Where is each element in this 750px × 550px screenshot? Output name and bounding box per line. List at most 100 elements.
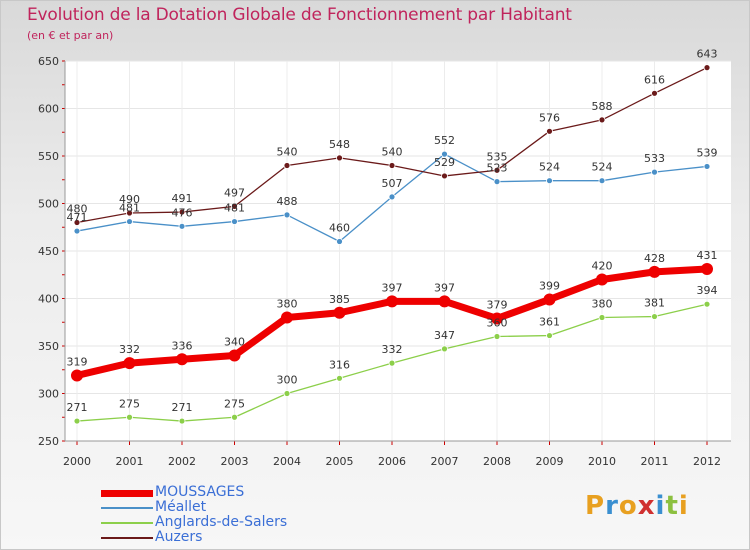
legend-swatch (101, 507, 153, 509)
data-label: 431 (697, 249, 718, 262)
y-tick-label: 650 (38, 55, 59, 68)
data-label: 394 (697, 284, 718, 297)
data-label: 490 (119, 193, 140, 206)
data-label: 540 (382, 146, 403, 159)
x-tick-label: 2009 (536, 455, 564, 468)
data-label: 616 (644, 73, 665, 86)
legend-label: MOUSSAGES (155, 484, 245, 500)
y-tick-label: 250 (38, 435, 59, 448)
y-tick-label: 300 (38, 388, 59, 401)
data-label: 340 (224, 336, 245, 349)
data-point (336, 154, 343, 162)
data-label: 476 (172, 206, 193, 219)
legend-swatch (101, 522, 153, 524)
data-point (598, 116, 606, 124)
data-label: 420 (592, 260, 613, 273)
data-point (283, 390, 291, 397)
data-label: 275 (224, 397, 245, 410)
data-label: 540 (277, 146, 298, 159)
data-label: 535 (487, 150, 508, 163)
data-label: 491 (172, 192, 193, 205)
data-label: 397 (382, 281, 403, 294)
data-point (441, 345, 448, 353)
data-point (388, 162, 396, 169)
x-tick-label: 2005 (326, 455, 354, 468)
x-tick-label: 2008 (483, 455, 511, 468)
data-point (386, 295, 398, 308)
data-label: 271 (67, 401, 88, 414)
x-tick-label: 2011 (641, 455, 669, 468)
data-point (283, 162, 291, 169)
data-point (283, 211, 291, 219)
data-label: 380 (592, 298, 613, 311)
data-point (178, 208, 186, 216)
data-point (493, 166, 501, 174)
data-label: 332 (382, 343, 403, 356)
data-label: 336 (172, 339, 193, 352)
data-point (126, 218, 133, 225)
data-point (178, 417, 186, 425)
data-label: 643 (697, 48, 718, 61)
data-label: 332 (119, 343, 140, 356)
data-point (598, 177, 606, 185)
data-point (543, 293, 556, 306)
data-label: 539 (697, 146, 718, 159)
data-label: 588 (592, 100, 613, 113)
data-point (231, 413, 238, 421)
data-label: 381 (644, 297, 665, 310)
data-label: 275 (119, 397, 140, 410)
x-tick-label: 2003 (221, 455, 249, 468)
data-label: 316 (329, 358, 350, 371)
data-label: 488 (277, 195, 298, 208)
y-tick-label: 350 (38, 340, 59, 353)
data-point (178, 222, 186, 230)
data-point (73, 417, 81, 425)
data-label: 524 (592, 161, 613, 174)
data-point (651, 168, 658, 176)
x-tick-label: 2010 (588, 455, 616, 468)
x-tick-label: 2006 (378, 455, 406, 468)
data-label: 361 (539, 316, 560, 329)
data-point (703, 300, 711, 308)
x-tick-label: 2012 (693, 455, 721, 468)
data-point (73, 227, 81, 235)
data-point (648, 265, 661, 278)
data-point (126, 413, 133, 421)
data-point (388, 359, 396, 367)
data-label: 428 (644, 252, 665, 265)
data-label: 347 (434, 329, 455, 342)
chart-title: Evolution de la Dotation Globale de Fonc… (27, 5, 572, 25)
data-point (441, 172, 448, 180)
data-label: 380 (277, 298, 298, 311)
data-label: 385 (329, 293, 350, 306)
data-label: 360 (487, 317, 508, 330)
chart-subtitle: (en € et par an) (27, 29, 114, 42)
y-tick-label: 500 (38, 198, 59, 211)
data-point (493, 333, 501, 340)
data-point (546, 177, 553, 185)
data-point (703, 64, 711, 72)
data-point (126, 209, 133, 217)
data-point (73, 219, 81, 226)
data-label: 271 (172, 401, 193, 414)
x-tick-label: 2002 (168, 455, 196, 468)
data-point (281, 311, 293, 324)
data-point (336, 238, 343, 245)
data-point (336, 374, 343, 382)
data-label: 460 (329, 222, 350, 235)
data-label: 300 (277, 374, 298, 387)
legend-swatch (101, 489, 153, 497)
x-tick-label: 2007 (431, 455, 459, 468)
legend-swatch (101, 537, 153, 539)
data-point (71, 369, 83, 382)
data-point (123, 357, 136, 370)
data-point (651, 313, 658, 320)
data-point (703, 163, 711, 170)
data-point (333, 306, 346, 319)
data-point (228, 349, 241, 362)
y-tick-label: 600 (38, 103, 59, 116)
data-label: 529 (434, 156, 455, 169)
data-label: 552 (434, 134, 455, 147)
